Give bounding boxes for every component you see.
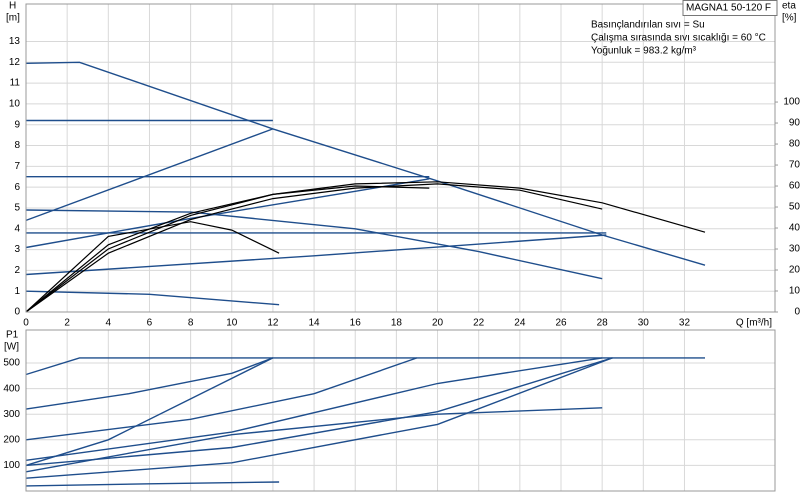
annotation: Basınçlandırılan sıvı = Su: [591, 20, 705, 31]
curve: [25, 183, 603, 313]
y2-tick-label: 30: [789, 244, 801, 255]
curve: [25, 178, 430, 249]
x-tick-label: 16: [350, 318, 362, 329]
curve: [25, 181, 706, 313]
y-tick-label: 13: [9, 36, 21, 47]
y2-tick-label: 10: [789, 286, 801, 297]
x-tick-label: 22: [473, 318, 485, 329]
lower-frame: [25, 329, 776, 492]
y-tick-label: 300: [3, 409, 20, 420]
upper-frame: [25, 3, 776, 313]
x-tick-label: 24: [514, 318, 526, 329]
curve: [25, 209, 603, 280]
curve: [25, 357, 603, 461]
y-unit: [m]: [6, 13, 20, 24]
y-label: P1: [6, 330, 19, 341]
curve: [25, 357, 274, 410]
y-tick-label: 200: [3, 434, 20, 445]
x-tick-label: 8: [188, 318, 194, 329]
y2-tick-label: 50: [789, 202, 801, 213]
x-tick-label: 26: [555, 318, 567, 329]
y-tick-label: 4: [14, 223, 20, 234]
y-tick-label: 11: [10, 78, 21, 89]
x-tick-label: 2: [64, 318, 70, 329]
x-tick-label: 20: [432, 318, 444, 329]
annotation: Yoğunluk = 983.2 kg/m³: [591, 46, 697, 57]
curve: [25, 357, 705, 376]
y-tick-label: 5: [14, 203, 20, 214]
x-tick-label: 0: [23, 318, 29, 329]
x-tick-label: 6: [147, 318, 153, 329]
y2-tick-label: 20: [789, 265, 801, 276]
curve: [25, 357, 613, 479]
x-label: Q [m³/h]: [736, 318, 772, 329]
y-tick-label: 10: [9, 99, 21, 110]
y-tick-label: 7: [14, 161, 20, 172]
y2-tick-label: 80: [789, 139, 801, 150]
curve: [25, 185, 430, 313]
curve: [25, 234, 607, 276]
y2-tick-label: 40: [789, 223, 801, 234]
curve: [25, 221, 280, 313]
curve: [25, 61, 706, 266]
y-tick-label: 400: [3, 383, 20, 394]
y-tick-label: 6: [14, 182, 20, 193]
curve: [25, 357, 274, 467]
y-label: H: [9, 1, 16, 12]
y2-label: eta: [782, 1, 796, 12]
y-tick-label: 2: [14, 265, 20, 276]
annotation: Çalışma sırasında sıvı sıcaklığı = 60 °C: [591, 33, 766, 44]
curve: [25, 290, 280, 306]
curve: [25, 357, 418, 441]
x-tick-label: 4: [106, 318, 112, 329]
x-tick-label: 10: [226, 318, 238, 329]
y-tick-label: 3: [14, 244, 20, 255]
y2-tick-label: 60: [789, 181, 801, 192]
y-tick-label: 12: [9, 57, 21, 68]
plot-layer: [25, 4, 775, 491]
x-tick-label: 28: [597, 318, 609, 329]
title-box: [682, 0, 778, 16]
y-tick-label: 9: [14, 119, 20, 130]
y-tick-label: 8: [14, 140, 20, 151]
x-tick-label: 12: [267, 318, 279, 329]
y2-tick-label: 0: [794, 307, 800, 318]
y-tick-label: 500: [3, 358, 20, 369]
y2-tick-label: 100: [783, 97, 800, 108]
y-unit: [W]: [4, 342, 19, 353]
x-tick-label: 32: [679, 318, 691, 329]
curve: [25, 128, 274, 222]
curve: [25, 481, 280, 487]
y2-tick-label: 90: [789, 118, 801, 129]
curve: [25, 407, 603, 473]
x-tick-label: 30: [638, 318, 650, 329]
chart-title: MAGNA1 50-120 F: [686, 3, 771, 14]
y-tick-label: 0: [14, 307, 20, 318]
x-tick-label: 18: [391, 318, 403, 329]
y2-tick-label: 70: [789, 160, 801, 171]
x-tick-label: 14: [309, 318, 321, 329]
curve: [25, 357, 613, 467]
y-tick-label: 1: [14, 286, 20, 297]
y2-unit: [%]: [782, 13, 797, 24]
y-tick-label: 100: [3, 460, 20, 471]
